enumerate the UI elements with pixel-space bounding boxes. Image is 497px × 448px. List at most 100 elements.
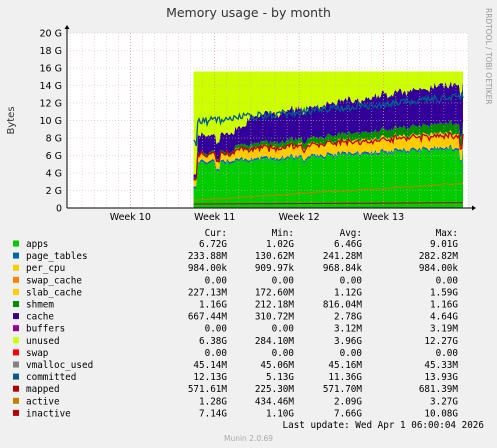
legend-value-max: 10.08G: [424, 408, 458, 419]
legend-value-min: 45.06M: [260, 360, 294, 371]
legend-value-cur: 667.44M: [188, 312, 228, 323]
x-axis-arrow: [472, 205, 476, 211]
legend-value-min: 284.10M: [255, 336, 295, 347]
legend-value-avg: 3.12M: [334, 324, 362, 335]
series-area-page_tables: [193, 144, 463, 190]
legend-value-cur: 6.38G: [199, 336, 227, 347]
legend-label-shmem: shmem: [26, 300, 54, 311]
legend-swatch-per_cpu: [13, 264, 19, 271]
legend-value-avg: 11.36G: [328, 372, 362, 383]
legend-label-vmalloc_used: vmalloc_used: [26, 360, 93, 371]
legend-value-max: 1.16G: [430, 300, 458, 311]
legend-label-cache: cache: [26, 312, 54, 323]
rrdtool-watermark: RRDTOOL / TOBI OETIKER: [484, 8, 493, 105]
legend-swatch-shmem: [13, 301, 19, 307]
legend-label-page_tables: page_tables: [26, 251, 88, 262]
legend-value-avg: 45.16M: [328, 360, 362, 371]
y-tick-label: 8 G: [46, 134, 62, 145]
legend-value-max: 282.82M: [419, 251, 459, 262]
legend-swatch-vmalloc_used: [13, 361, 19, 368]
legend-value-avg: 571.70M: [323, 384, 363, 395]
legend-value-min: 434.46M: [255, 396, 295, 407]
legend-swatch-mapped: [13, 385, 19, 392]
legend-value-cur: 6.72G: [199, 239, 227, 250]
legend-value-avg: 816.04M: [323, 300, 363, 311]
legend-value-cur: 227.13M: [188, 287, 228, 298]
legend-value-min: 0.00: [272, 348, 294, 359]
y-tick-label: 14 G: [40, 81, 62, 92]
legend-value-cur: 0.00: [205, 275, 227, 286]
x-tick-label: Week 11: [194, 212, 235, 223]
legend-label-swap_cache: swap_cache: [26, 275, 82, 286]
series-line-active: [193, 182, 464, 201]
legend-value-max: 0.00: [436, 275, 458, 286]
legend-value-min: 1.10G: [266, 408, 294, 419]
y-tick-label: 10 G: [40, 116, 62, 127]
legend-label-apps: apps: [26, 239, 48, 250]
legend-swatch-cache: [13, 313, 19, 320]
legend-value-avg: 3.96G: [334, 336, 362, 347]
legend-value-min: 225.30M: [255, 384, 295, 395]
y-tick-label: 2 G: [46, 186, 62, 197]
legend-value-avg: 7.66G: [334, 408, 362, 419]
legend-swatch-page_tables: [13, 252, 19, 259]
legend-value-max: 13.93G: [424, 372, 458, 383]
legend-swatch-slab_cache: [13, 288, 19, 295]
legend-value-max: 681.39M: [419, 384, 459, 395]
legend-value-min: 310.72M: [255, 312, 295, 323]
legend-value-max: 9.01G: [430, 239, 458, 250]
legend-value-min: 172.60M: [255, 287, 295, 298]
y-tick-label: 4 G: [46, 169, 62, 180]
chart-title: Memory usage - by month: [166, 5, 331, 20]
legend-label-swap: swap: [26, 348, 49, 359]
legend-value-max: 4.64G: [430, 312, 458, 323]
legend-value-min: 0.00: [272, 324, 294, 335]
series-area-cache: [193, 80, 463, 178]
legend-label-active: active: [26, 396, 60, 407]
legend-value-max: 0.00: [436, 348, 458, 359]
y-axis-label: Bytes: [6, 106, 17, 134]
legend-swatch-buffers: [13, 325, 19, 332]
legend-value-min: 130.62M: [255, 251, 295, 262]
legend-value-cur: 984.00k: [188, 263, 228, 274]
y-tick-label: 0: [56, 204, 62, 215]
legend-header: Min:: [272, 228, 294, 239]
legend-label-committed: committed: [26, 372, 76, 383]
legend-value-avg: 2.09G: [334, 396, 362, 407]
legend-value-cur: 1.28G: [199, 396, 227, 407]
series-area-shmem: [193, 119, 463, 181]
legend-value-avg: 241.28M: [323, 251, 363, 262]
legend-label-inactive: inactive: [26, 408, 71, 419]
legend-value-avg: 0.00: [340, 348, 362, 359]
series-area-unused: [193, 71, 463, 175]
munin-footer: Munin 2.0.69: [224, 434, 273, 443]
legend-swatch-apps: [13, 240, 19, 247]
y-tick-label: 16 G: [40, 64, 62, 75]
legend-label-unused: unused: [26, 336, 60, 347]
legend-value-max: 3.19M: [430, 324, 458, 335]
legend-value-cur: 7.14G: [199, 408, 227, 419]
x-tick-label: Week 10: [110, 212, 151, 223]
legend-value-avg: 968.84k: [323, 263, 363, 274]
legend-value-max: 3.27G: [430, 396, 458, 407]
y-tick-label: 20 G: [40, 29, 62, 40]
legend-value-cur: 571.61M: [188, 384, 228, 395]
legend-value-min: 212.18M: [255, 300, 295, 311]
legend-header: Cur:: [205, 228, 227, 239]
legend-value-min: 909.97k: [255, 263, 295, 274]
legend-swatch-swap: [13, 349, 19, 356]
legend-value-avg: 2.78G: [334, 312, 362, 323]
y-tick-label: 18 G: [40, 46, 62, 57]
legend-value-cur: 45.14M: [193, 360, 227, 371]
legend-label-slab_cache: slab_cache: [26, 287, 82, 298]
legend-value-max: 12.27G: [424, 336, 458, 347]
legend-value-min: 5.13G: [266, 372, 294, 383]
legend-label-per_cpu: per_cpu: [26, 263, 65, 274]
last-update: Last update: Wed Apr 1 06:00:04 2026: [283, 420, 485, 431]
y-axis-arrow: [64, 25, 70, 29]
y-tick-label: 12 G: [40, 99, 62, 110]
legend-value-avg: 0.00: [340, 275, 362, 286]
legend-value-max: 1.59G: [430, 287, 458, 298]
legend-label-mapped: mapped: [26, 384, 60, 395]
